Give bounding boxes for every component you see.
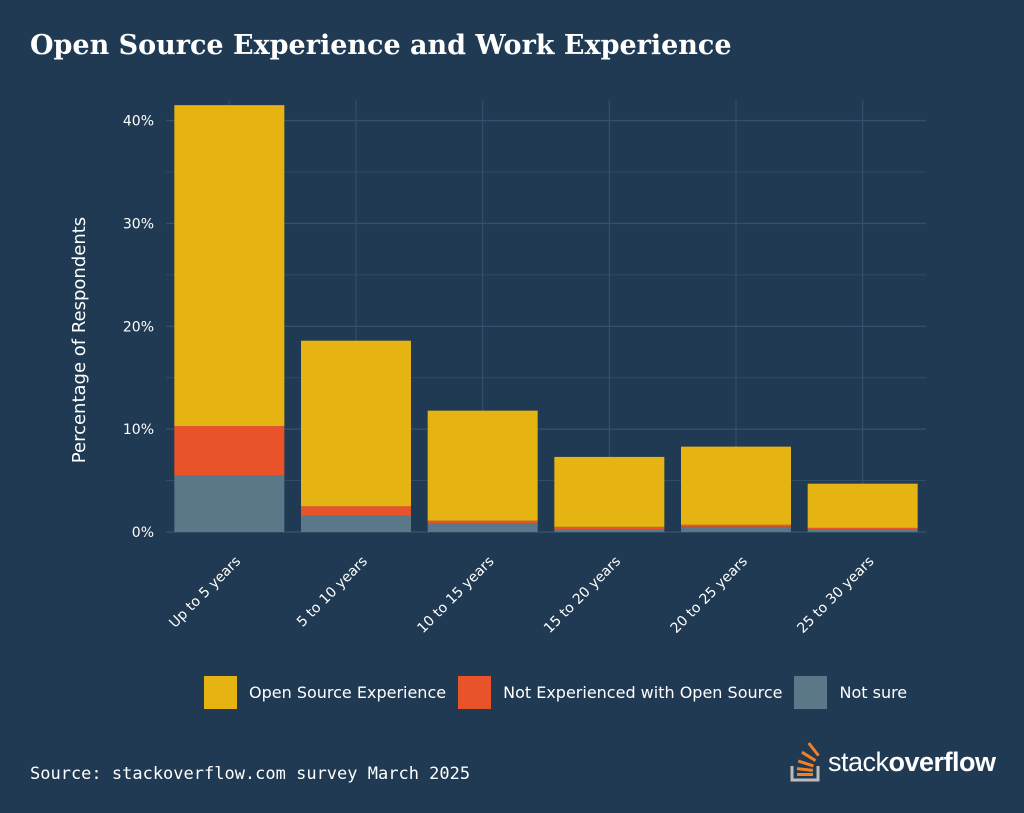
x-tick-label: 25 to 30 years <box>794 554 877 637</box>
legend-swatch-not-experienced <box>458 676 492 709</box>
y-tick-label: 20% <box>123 319 154 335</box>
bar-segment <box>301 515 411 532</box>
bars-layer <box>174 105 918 532</box>
bar-segment <box>301 506 411 516</box>
bar-segment <box>554 526 665 530</box>
legend-label-open-source: Open Source Experience <box>249 683 447 702</box>
logo-wordmark: stackoverflow <box>828 747 996 778</box>
y-tick-label: 0% <box>132 525 154 541</box>
x-tick-label: 20 to 25 years <box>668 554 751 637</box>
x-axis: Up to 5 years 5 to 10 years 10 to 15 years… <box>166 554 877 637</box>
stacked-bar-chart: 0% 10% 20% 30% 40% Up to 5 years 5 to 10 year… <box>69 100 926 637</box>
bar-segment <box>807 483 918 528</box>
bar-segment <box>681 526 791 532</box>
chart-title: Open Source Experience and Work Experien… <box>30 30 732 61</box>
logo-word-overflow: overflow <box>888 746 997 777</box>
bar-segment <box>554 529 665 532</box>
bar-segment <box>807 527 918 530</box>
y-tick-label: 40% <box>123 114 154 130</box>
legend-item-open-source: Open Source Experience <box>204 676 446 709</box>
y-axis-label: Percentage of Respondents <box>69 217 90 463</box>
stackoverflow-icon <box>790 742 820 782</box>
chart-legend: Open Source Experience Not Experienced w… <box>204 676 919 709</box>
legend-label-not-sure: Not sure <box>839 683 908 702</box>
y-tick-label: 10% <box>123 422 154 438</box>
y-tick-label: 30% <box>123 216 154 232</box>
y-axis: 0% 10% 20% 30% 40% <box>123 114 154 541</box>
logo-word-stack: stack <box>828 746 889 777</box>
legend-swatch-not-sure <box>794 676 828 709</box>
bar-segment <box>301 340 411 507</box>
x-tick-label: 15 to 20 years <box>541 554 624 637</box>
x-tick-label: 10 to 15 years <box>414 554 497 637</box>
bar-segment <box>174 105 285 427</box>
stackoverflow-logo: stackoverflow <box>790 742 996 782</box>
x-tick-label: Up to 5 years <box>166 554 244 632</box>
bar-segment <box>554 456 665 527</box>
legend-item-not-sure: Not sure <box>794 676 907 709</box>
bar-segment <box>427 520 538 524</box>
bar-segment <box>174 426 285 476</box>
bar-segment <box>681 446 791 525</box>
x-tick-label: 5 to 10 years <box>294 554 371 631</box>
bar-segment <box>427 523 538 532</box>
legend-swatch-open-source <box>204 676 237 709</box>
legend-label-not-experienced: Not Experienced with Open Source <box>503 683 783 702</box>
bar-segment <box>174 475 285 532</box>
bar-segment <box>681 524 791 527</box>
bar-segment <box>807 529 918 532</box>
source-note: Source: stackoverflow.com survey March 2… <box>30 764 471 784</box>
bar-segment <box>427 410 538 521</box>
legend-item-not-experienced: Not Experienced with Open Source <box>458 676 782 709</box>
